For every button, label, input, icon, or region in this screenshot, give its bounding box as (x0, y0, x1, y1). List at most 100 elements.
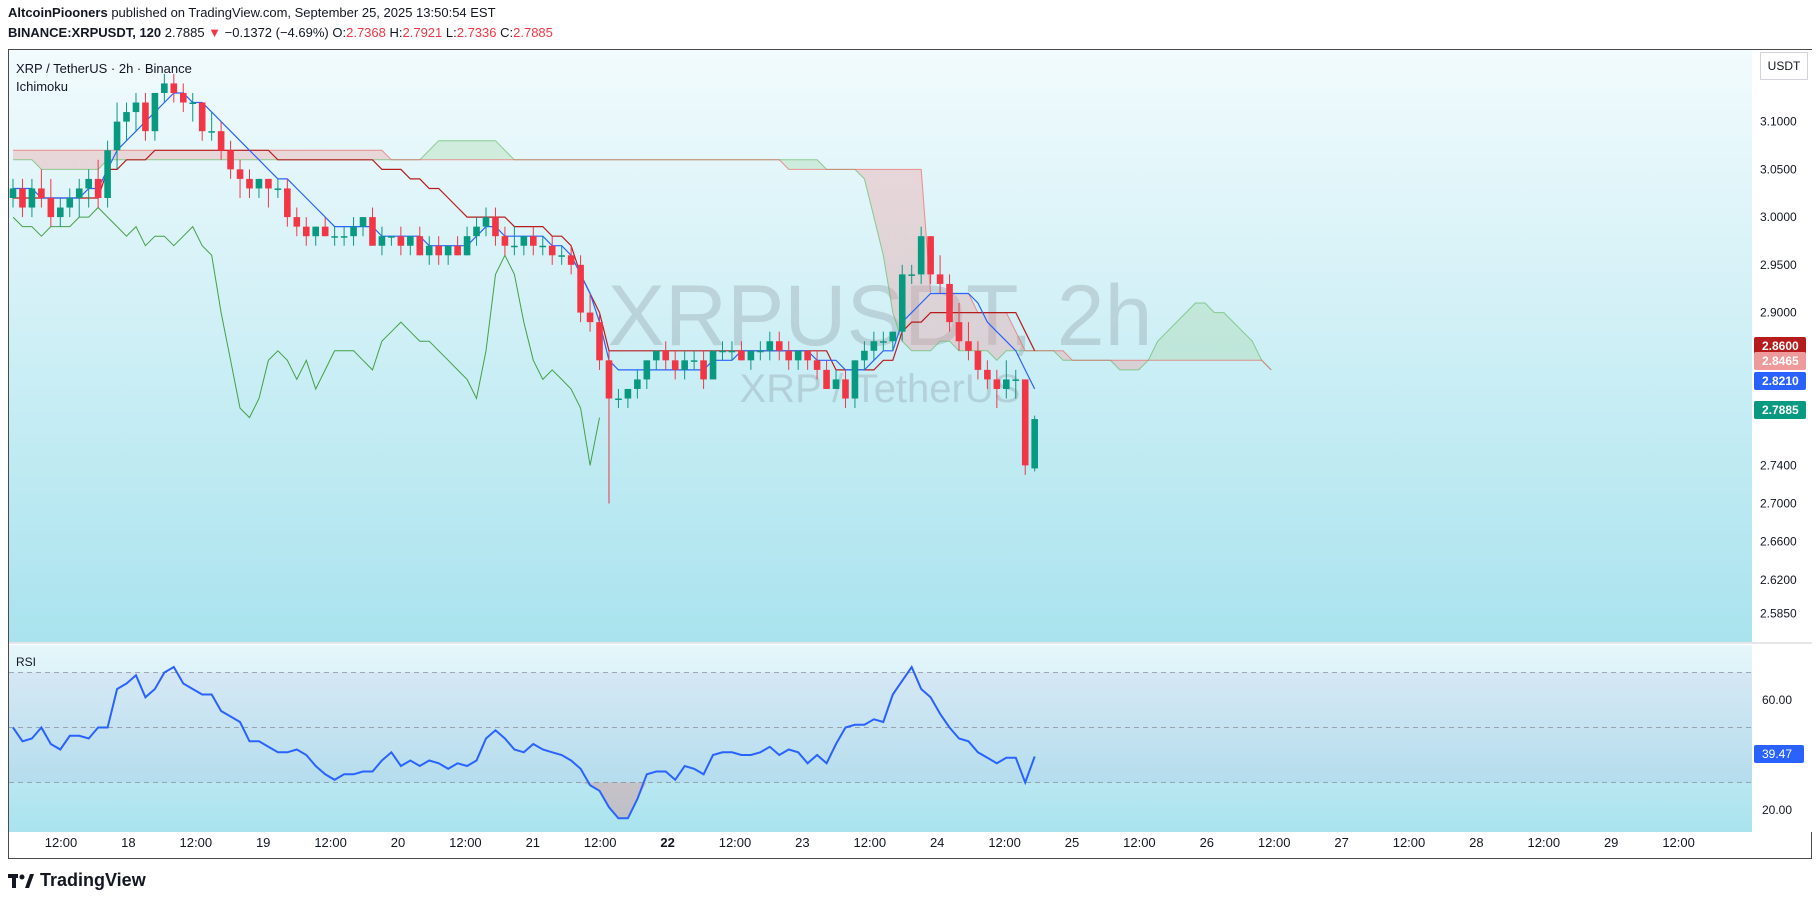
cloud-segment (325, 150, 335, 160)
tradingview-icon (8, 873, 34, 888)
tradingview-logo: TradingView (8, 870, 146, 891)
price-tick-label: 2.9000 (1760, 306, 1797, 320)
cloud-segment (1119, 360, 1130, 370)
candle-body (558, 255, 565, 257)
candle-body (681, 360, 688, 370)
cloud-segment (211, 150, 222, 160)
price-label: 2.8600 (1762, 339, 1799, 353)
time-tick-label: 12:00 (1662, 835, 1695, 850)
candle-body (794, 350, 802, 361)
cloud-segment (807, 159, 818, 170)
ohlc-bar: BINANCE:XRPUSDT, 120 2.7885 ▼ −0.1372 (−… (8, 25, 553, 40)
symbol-label: BINANCE:XRPUSDT, 120 (8, 25, 162, 40)
cloud-segment (50, 150, 61, 170)
unit-button[interactable]: USDT (1760, 52, 1808, 80)
candle-body (813, 360, 821, 370)
cloud-segment (154, 150, 165, 160)
low-value: 2.7336 (456, 25, 497, 40)
candle-body (709, 350, 717, 380)
candle-body (501, 236, 509, 246)
candle-body (586, 312, 594, 323)
candle-body (851, 360, 859, 399)
price-tick-label: 2.7000 (1760, 497, 1797, 511)
open-value: 2.7368 (346, 25, 386, 40)
cloud-segment (1186, 303, 1196, 361)
cloud-segment (22, 150, 32, 160)
cloud-segment (873, 169, 884, 256)
candle-body (161, 83, 168, 93)
candle-body (28, 188, 36, 208)
candle-body (94, 178, 102, 198)
publish-text: published on TradingView.com, September … (111, 5, 496, 20)
candle-body (634, 379, 641, 389)
candle-body (246, 178, 253, 189)
indicator-legend[interactable]: Ichimoku (16, 79, 69, 94)
candle-body (217, 131, 225, 151)
candle-body (179, 92, 187, 103)
candle-body (284, 188, 291, 218)
price-label: 2.8210 (1762, 374, 1799, 388)
cloud-segment (258, 150, 269, 160)
cloud-segment (467, 140, 477, 160)
candle-body (198, 102, 206, 132)
cloud-segment (1167, 322, 1177, 361)
candle-body (113, 121, 121, 151)
rsi-tick-label: 60.00 (1762, 693, 1792, 707)
candle-body (482, 217, 490, 227)
cloud-segment (13, 150, 23, 160)
cloud-segment (31, 150, 42, 170)
time-tick-label: 18 (121, 835, 135, 850)
cloud-segment (287, 150, 297, 160)
candle-body (142, 102, 149, 132)
rsi-legend[interactable]: RSI (16, 655, 37, 669)
watermark-sub: XRP / TetherUS (740, 367, 1021, 411)
close-value: 2.7885 (513, 25, 553, 40)
candle-body (57, 207, 64, 218)
cloud-segment (448, 140, 458, 160)
author-name[interactable]: AltcoinPiooners (8, 5, 108, 20)
time-tick-label: 23 (795, 835, 809, 850)
candle-body (1021, 379, 1029, 466)
price-label-bg (1754, 337, 1806, 355)
time-tick-label: 12:00 (1258, 835, 1291, 850)
price-tick-label: 2.6200 (1760, 573, 1797, 587)
main-pane-bg (9, 50, 1752, 642)
price-label-bg (1754, 372, 1806, 390)
time-tick-label: 12:00 (449, 835, 482, 850)
cloud-segment (476, 140, 486, 160)
cloud-segment (429, 140, 439, 160)
candle-body (700, 360, 707, 380)
time-tick-label: 24 (930, 835, 944, 850)
rsi-oversold-fill (580, 782, 647, 819)
time-tick-label: 12:00 (988, 835, 1021, 850)
cloud-segment (1195, 303, 1205, 361)
candle-body (227, 150, 234, 170)
candle-body (397, 236, 405, 246)
candle-body (889, 331, 897, 342)
candle-body (416, 236, 424, 256)
cloud-segment (486, 140, 496, 160)
candle-body (747, 350, 755, 361)
cloud-segment (1214, 312, 1224, 361)
cloud-segment (296, 150, 307, 160)
candle-body (728, 350, 736, 353)
cloud-segment (240, 150, 250, 160)
candle-body (388, 236, 395, 238)
candle-body (19, 188, 26, 208)
time-tick-label: 22 (660, 835, 674, 850)
candle-body (530, 236, 537, 246)
candle-body (170, 83, 178, 93)
chikou-line (12, 206, 600, 466)
cloud-segment (315, 150, 326, 160)
candle-body (605, 360, 613, 399)
candle-body (511, 245, 518, 248)
open-label: O: (332, 25, 347, 40)
publish-info: AltcoinPiooners published on TradingView… (8, 5, 496, 20)
cloud-segment (173, 150, 184, 160)
candle-body (955, 322, 963, 342)
cloud-segment (79, 150, 89, 170)
cloud-segment (372, 150, 382, 160)
price-tick-label: 2.6600 (1760, 535, 1797, 549)
brand-text: TradingView (40, 870, 146, 890)
